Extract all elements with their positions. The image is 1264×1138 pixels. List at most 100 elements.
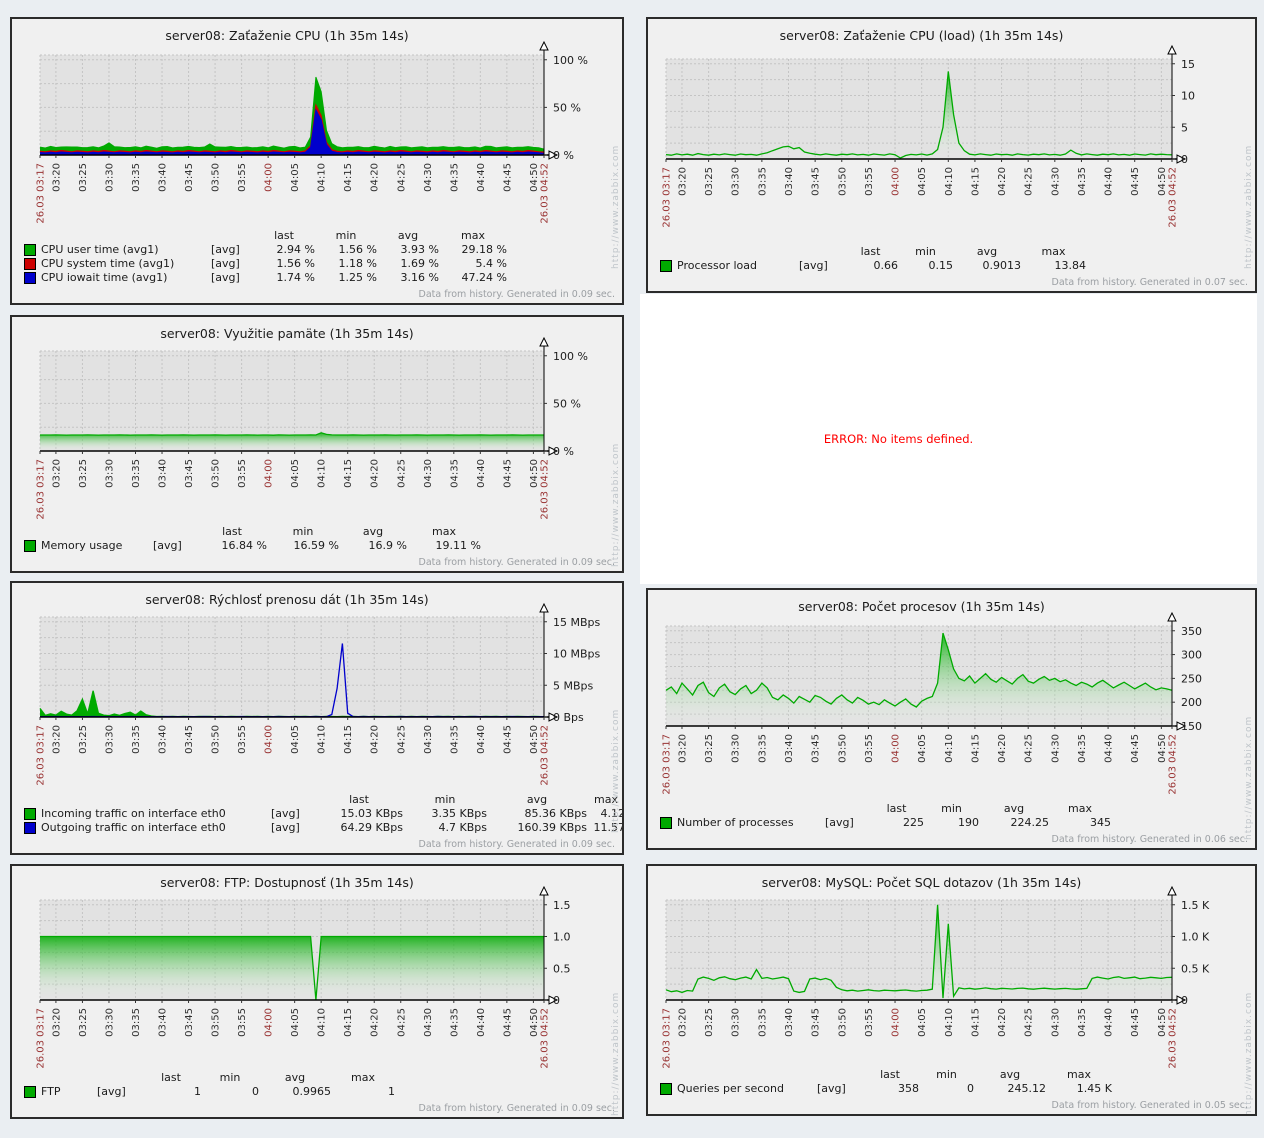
- x-tick-label: 26.03 03:17: [662, 1008, 673, 1069]
- x-tick-label: 04:15: [970, 1008, 981, 1037]
- x-tick-label: 04:50: [1157, 734, 1168, 763]
- footer-text: Data from history. Generated in 0.06 sec…: [1051, 834, 1249, 845]
- legend: last min avg max Memory usage [avg] 16.84 % 16.…: [24, 525, 622, 553]
- x-tick-label: 04:15: [343, 1008, 354, 1037]
- y-tick-label: 50 %: [553, 101, 581, 114]
- legend-value-last: 225: [903, 816, 924, 829]
- legend-value-min: 1.25 %: [338, 271, 377, 284]
- zabbix-watermark: http://www.zabbix.com: [611, 144, 621, 269]
- legend-value-min: 1.18 %: [338, 257, 377, 270]
- x-tick-label: 03:50: [837, 167, 848, 196]
- legend-value-min: 16.59 %: [293, 539, 339, 552]
- legend-value-min: 4.7 KBps: [438, 821, 487, 834]
- legend-header-min: min: [915, 245, 936, 258]
- x-tick-label: 03:35: [757, 167, 768, 196]
- x-tick-label: 04:25: [396, 459, 407, 488]
- legend-header-avg: avg: [284, 1071, 306, 1084]
- x-tick-label: 04:50: [529, 459, 540, 488]
- x-tick-label: 03:20: [51, 459, 62, 488]
- x-tick-label: 03:45: [184, 1008, 195, 1037]
- chart-plot-load[interactable]: 26.03 03:17 03:20 03:25 03:30 03:35 03:40 03:4…: [648, 19, 1255, 259]
- x-tick-label: 03:55: [864, 1008, 875, 1037]
- x-tick-label: 03:20: [678, 167, 689, 196]
- footer-text: Data from history. Generated in 0.09 sec…: [418, 1103, 616, 1114]
- x-tick-label: 04:35: [1077, 167, 1088, 196]
- x-tick-label: 04:20: [997, 734, 1008, 763]
- legend-header-last: last: [886, 802, 907, 815]
- legend-value-avg: 224.25: [1010, 816, 1050, 829]
- x-tick-label: 04:25: [1024, 167, 1035, 196]
- y-tick-label: 15 MBps: [553, 616, 601, 629]
- y-tick-label: 1.5 K: [1181, 899, 1210, 912]
- x-tick-label: 04:45: [1130, 1008, 1141, 1037]
- legend-value-min: 3.35 KBps: [431, 807, 487, 820]
- x-tick-label: 04:50: [1157, 1008, 1168, 1037]
- legend-function: [avg]: [97, 1085, 126, 1098]
- x-tick-label: 03:45: [811, 167, 822, 196]
- legend-function: [avg]: [211, 243, 240, 256]
- legend-header-min: min: [936, 1068, 957, 1081]
- legend-row: FTP [avg] 1 0 0.9965 1: [24, 1085, 622, 1099]
- chart-plot-mysql[interactable]: 26.03 03:17 03:20 03:25 03:30 03:35 03:40 03:4…: [648, 866, 1255, 1100]
- x-tick-label: 04:40: [1104, 734, 1115, 763]
- x-tick-label: 03:55: [237, 459, 248, 488]
- legend-function: [avg]: [271, 821, 300, 834]
- panel-title-traffic: server08: Rýchlosť prenosu dát (1h 35m 1…: [145, 592, 429, 607]
- x-tick-label: 03:20: [51, 725, 62, 754]
- legend-header-row: last min avg max: [660, 245, 1255, 259]
- x-tick-label: 26.03 03:17: [36, 1008, 47, 1069]
- legend-function: [avg]: [211, 257, 240, 270]
- y-tick-label: 0.5: [553, 962, 571, 975]
- legend-value-last: 15.03 KBps: [340, 807, 403, 820]
- legend-value-min: 0: [252, 1085, 259, 1098]
- legend-header-max: max: [1068, 802, 1092, 815]
- x-tick-label: 03:50: [837, 1008, 848, 1037]
- zabbix-watermark: http://www.zabbix.com: [611, 442, 621, 567]
- legend-row: Processor load [avg] 0.66 0.15 0.9013 13.84: [660, 259, 1255, 273]
- legend-item-label: Number of processes: [677, 816, 794, 829]
- x-tick-label: 04:20: [370, 163, 381, 192]
- graph-panel-processes: server08: Počet procesov (1h 35m 14s) 26.…: [646, 588, 1257, 850]
- x-tick-label: 04:40: [1104, 1008, 1115, 1037]
- legend-header-last: last: [222, 525, 242, 538]
- x-tick-label: 04:30: [1050, 1008, 1061, 1037]
- x-tick-label: 03:40: [158, 725, 169, 754]
- legend-row: Incoming traffic on interface eth0 [avg] 1…: [24, 807, 622, 821]
- chart-plot-cpu[interactable]: 26.03 03:17 03:20 03:25 03:30 03:35 03:40 03:4…: [12, 19, 622, 255]
- legend-item-label: Processor load: [677, 259, 757, 272]
- chart-plot-memory[interactable]: 26.03 03:17 03:20 03:25 03:30 03:35 03:40 03:4…: [12, 317, 622, 551]
- legend-function: [avg]: [817, 1082, 846, 1095]
- legend-value-avg: 245.12: [1007, 1082, 1047, 1095]
- legend-header-min: min: [292, 525, 314, 538]
- legend-value-max: 19.11 %: [435, 539, 481, 552]
- legend-value-last: 0.66: [873, 259, 899, 272]
- x-tick-label: 04:05: [290, 725, 301, 754]
- legend-value-avg: 1.69 %: [400, 257, 439, 270]
- legend-value-avg: 0.9965: [292, 1085, 332, 1098]
- x-tick-label: 04:30: [1050, 167, 1061, 196]
- zabbix-watermark: http://www.zabbix.com: [611, 991, 621, 1116]
- x-tick-label: 04:35: [1077, 734, 1088, 763]
- legend-swatch: [24, 244, 36, 256]
- legend-function: [avg]: [271, 807, 300, 820]
- x-tick-label: 26.03 03:17: [36, 163, 47, 224]
- chart-plot-processes[interactable]: 26.03 03:17 03:20 03:25 03:30 03:35 03:40 03:4…: [648, 590, 1255, 826]
- x-tick-label: 03:55: [864, 167, 875, 196]
- x-tick-label: 03:20: [678, 734, 689, 763]
- x-tick-label: 03:55: [237, 163, 248, 192]
- x-tick-label: 03:45: [184, 163, 195, 192]
- y-tick-label: 0 %: [553, 445, 574, 458]
- chart-plot-traffic[interactable]: 26.03 03:17 03:20 03:25 03:30 03:35 03:40 03:4…: [12, 583, 622, 817]
- y-tick-label: 200: [1181, 696, 1202, 709]
- x-tick-label: 03:30: [105, 725, 116, 754]
- footer-text: Data from history. Generated in 0.07 sec…: [1051, 277, 1249, 288]
- x-tick-label: 04:25: [396, 163, 407, 192]
- x-tick-label: 04:10: [944, 1008, 955, 1037]
- x-tick-label: 26.03 04:52: [540, 1008, 551, 1069]
- x-tick-label: 03:35: [131, 163, 142, 192]
- legend-swatch: [24, 540, 36, 552]
- legend: last min avg max FTP [avg] 1 0 0.9965 1: [24, 1071, 622, 1099]
- x-tick-label: 26.03 03:17: [36, 459, 47, 520]
- chart-plot-ftp[interactable]: 26.03 03:17 03:20 03:25 03:30 03:35 03:40 03:4…: [12, 866, 622, 1100]
- zabbix-watermark: http://www.zabbix.com: [1244, 144, 1254, 269]
